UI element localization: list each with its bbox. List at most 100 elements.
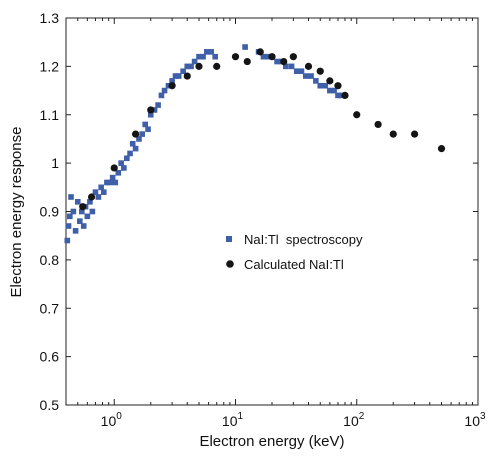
legend-label-spectroscopy: NaI:Tl spectroscopy (244, 232, 363, 247)
data-point-spectroscopy (331, 87, 337, 94)
data-points (64, 44, 446, 244)
data-point-spectroscopy (77, 218, 83, 224)
data-point-spectroscopy (107, 179, 113, 186)
data-point-spectroscopy (147, 111, 154, 118)
data-point-spectroscopy (155, 102, 161, 108)
data-point-spectroscopy (191, 58, 198, 65)
data-point-spectroscopy (142, 121, 149, 128)
data-point-spectroscopy (283, 63, 289, 70)
x-axis-ticks: 100 101 102 103 (65, 18, 486, 429)
data-point-calculated (353, 111, 361, 119)
y-tick-label: 0.7 (40, 300, 60, 316)
x-tick-label: 100 (101, 411, 123, 429)
data-point-spectroscopy (288, 63, 295, 70)
data-point-calculated (168, 82, 176, 90)
data-point-spectroscopy (132, 145, 139, 152)
data-point-spectroscopy (65, 223, 72, 229)
data-point-spectroscopy (184, 63, 191, 70)
data-point-spectroscopy (95, 194, 102, 200)
data-point-spectroscopy (84, 213, 91, 220)
data-point-calculated (389, 130, 397, 138)
data-point-spectroscopy (139, 131, 145, 137)
data-point-spectroscopy (64, 237, 71, 244)
data-point-spectroscopy (127, 150, 133, 157)
y-axis-label: Electron energy response (8, 127, 25, 298)
data-point-calculated (183, 72, 191, 80)
data-point-calculated (326, 77, 334, 85)
legend: NaI:Tl spectroscopy Calculated NaI:Tl (226, 232, 363, 272)
data-point-calculated (256, 48, 264, 56)
data-point-spectroscopy (121, 165, 127, 171)
data-point-spectroscopy (317, 82, 324, 89)
data-point-spectroscopy (115, 170, 122, 176)
data-point-spectroscopy (98, 184, 104, 191)
y-tick-label: 0.8 (40, 252, 60, 268)
data-point-spectroscopy (172, 73, 179, 79)
data-point-spectroscopy (68, 194, 74, 200)
y-tick-label: 1.2 (40, 58, 60, 74)
data-point-calculated (374, 120, 382, 129)
data-point-spectroscopy (265, 53, 271, 60)
data-point-spectroscopy (92, 189, 99, 195)
data-point-spectroscopy (208, 49, 214, 55)
data-point-calculated (268, 53, 276, 61)
data-point-spectroscopy (79, 208, 85, 215)
data-point-calculated (110, 164, 118, 172)
data-point-spectroscopy (169, 78, 175, 84)
data-point-calculated (147, 106, 155, 114)
data-point-spectroscopy (212, 53, 218, 60)
data-point-calculated (334, 82, 342, 90)
x-tick-label: 103 (464, 411, 486, 429)
data-point-calculated (213, 62, 221, 70)
x-tick-label: 102 (343, 411, 365, 429)
data-point-spectroscopy (335, 92, 341, 99)
data-point-spectroscopy (145, 126, 151, 133)
data-point-calculated (132, 130, 140, 138)
data-point-spectroscopy (67, 213, 73, 220)
data-point-spectroscopy (109, 174, 116, 181)
data-point-spectroscopy (180, 68, 186, 75)
data-point-spectroscopy (136, 136, 142, 142)
data-point-spectroscopy (161, 87, 168, 94)
data-point-spectroscopy (112, 179, 119, 186)
y-axis-ticks: 0.5 0.6 0.7 0.8 0.9 1 1.1 1.2 1.3 (40, 10, 478, 413)
data-point-spectroscopy (308, 73, 314, 79)
y-tick-label: 0.6 (40, 349, 60, 365)
data-point-spectroscopy (129, 140, 136, 147)
x-axis-label: Electron energy (keV) (199, 433, 344, 450)
data-point-spectroscopy (124, 155, 130, 162)
y-tick-label: 0.9 (40, 204, 60, 220)
legend-marker-spectroscopy (226, 236, 232, 242)
data-point-spectroscopy (196, 53, 202, 60)
data-point-spectroscopy (322, 82, 329, 89)
data-point-calculated (87, 193, 96, 201)
data-point-spectroscopy (242, 44, 248, 50)
data-point-spectroscopy (87, 199, 93, 205)
data-point-spectroscopy (89, 208, 96, 215)
data-point-calculated (79, 203, 87, 211)
data-point-spectroscopy (72, 228, 79, 234)
data-point-spectroscopy (327, 87, 333, 94)
data-point-spectroscopy (74, 199, 81, 205)
data-point-calculated (341, 91, 349, 99)
plot-background (66, 18, 478, 405)
legend-label-calculated: Calculated NaI:Tl (244, 257, 344, 272)
data-point-calculated (411, 130, 419, 138)
data-point-spectroscopy (313, 78, 319, 84)
data-point-calculated (195, 62, 203, 70)
data-point-spectroscopy (151, 107, 158, 113)
data-point-spectroscopy (101, 189, 107, 195)
data-point-calculated (316, 67, 324, 75)
y-tick-label: 0.5 (40, 397, 60, 413)
data-point-spectroscopy (274, 58, 280, 65)
data-point-spectroscopy (293, 68, 300, 75)
data-point-calculated (231, 53, 240, 61)
data-point-spectroscopy (158, 92, 165, 99)
data-point-calculated (289, 53, 297, 61)
data-point-spectroscopy (80, 223, 87, 229)
data-point-spectroscopy (204, 49, 210, 55)
data-point-spectroscopy (104, 179, 110, 186)
data-point-spectroscopy (200, 53, 206, 60)
data-point-spectroscopy (188, 63, 194, 70)
